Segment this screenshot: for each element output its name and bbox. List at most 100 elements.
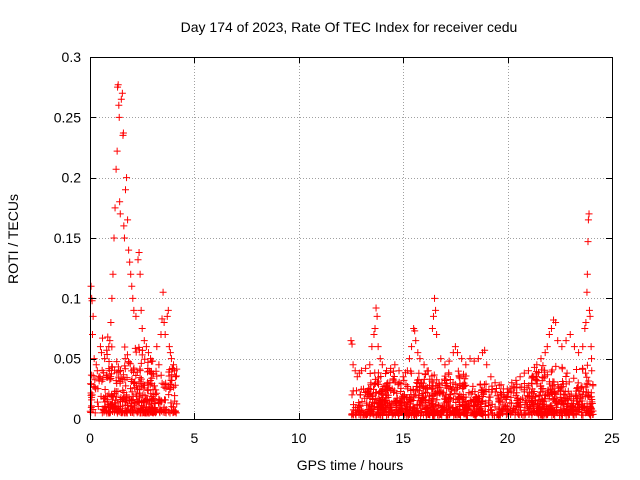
- data-point: [433, 331, 441, 339]
- data-point: [167, 384, 175, 392]
- data-point: [543, 371, 551, 379]
- data-point: [491, 403, 499, 411]
- data-point: [583, 361, 591, 369]
- data-point: [171, 367, 179, 375]
- data-point: [365, 401, 373, 409]
- data-point: [125, 359, 133, 367]
- data-point: [501, 403, 509, 411]
- data-point: [110, 234, 118, 242]
- data-point: [579, 343, 587, 351]
- y-tick-label: 0.25: [54, 109, 81, 125]
- data-point: [533, 377, 541, 385]
- data-point: [149, 357, 157, 365]
- data-point: [164, 306, 172, 314]
- data-point: [163, 312, 171, 320]
- data-point: [427, 403, 435, 411]
- data-point: [575, 386, 583, 394]
- data-point: [371, 325, 379, 332]
- data-point: [488, 382, 496, 390]
- data-point: [358, 406, 366, 414]
- data-point: [146, 381, 154, 389]
- data-point: [581, 325, 589, 332]
- data-point: [379, 407, 387, 415]
- data-point: [367, 381, 375, 389]
- data-point: [428, 372, 436, 380]
- data-point: [358, 398, 366, 406]
- data-point: [144, 386, 152, 394]
- data-point: [477, 399, 485, 407]
- data-point: [547, 389, 555, 397]
- data-point: [575, 401, 583, 409]
- data-point: [388, 385, 396, 393]
- data-point: [443, 382, 451, 390]
- data-point: [127, 270, 135, 278]
- data-point: [432, 306, 440, 314]
- data-point: [135, 378, 143, 386]
- data-point: [101, 385, 109, 393]
- data-point: [520, 379, 528, 387]
- data-point: [426, 392, 434, 400]
- data-point: [165, 343, 173, 351]
- data-point: [153, 389, 161, 397]
- data-point: [364, 388, 372, 396]
- data-point: [435, 381, 443, 389]
- data-point: [582, 318, 590, 326]
- data-point: [509, 383, 517, 391]
- data-point: [497, 405, 505, 413]
- data-point: [396, 401, 404, 409]
- data-point: [148, 370, 156, 378]
- x-tick-label: 0: [86, 430, 94, 446]
- data-point: [429, 402, 437, 410]
- data-point: [495, 381, 503, 389]
- data-point: [143, 386, 151, 394]
- data-point: [120, 222, 128, 230]
- data-point: [134, 256, 142, 264]
- data-point: [585, 210, 593, 218]
- data-point: [563, 369, 571, 377]
- data-point: [348, 391, 356, 399]
- data-point: [171, 381, 179, 389]
- data-point: [155, 395, 163, 403]
- data-point: [587, 343, 595, 351]
- data-point: [352, 387, 360, 395]
- data-point: [442, 376, 450, 384]
- data-point: [94, 385, 102, 393]
- data-points: [86, 81, 597, 419]
- data-point: [445, 393, 453, 401]
- data-point: [97, 349, 105, 357]
- data-point: [429, 385, 437, 393]
- data-point: [132, 390, 140, 398]
- data-point: [558, 363, 566, 371]
- data-point: [128, 282, 136, 290]
- data-point: [550, 396, 558, 404]
- data-point: [485, 393, 493, 401]
- data-point: [357, 367, 365, 375]
- data-point: [353, 373, 361, 381]
- data-point: [481, 402, 489, 410]
- data-point: [455, 402, 463, 410]
- data-point: [586, 402, 594, 410]
- data-point: [516, 373, 524, 381]
- data-point: [415, 376, 423, 384]
- data-point: [172, 372, 180, 380]
- data-point: [115, 113, 123, 121]
- x-tick-label: 20: [500, 430, 516, 446]
- data-point: [583, 288, 591, 296]
- data-point: [519, 394, 527, 402]
- x-tick-label: 25: [604, 430, 620, 446]
- data-point: [476, 381, 484, 389]
- data-point: [539, 388, 547, 396]
- data-point: [419, 396, 427, 404]
- data-point: [578, 402, 586, 410]
- data-point: [95, 374, 103, 382]
- data-point: [451, 343, 459, 351]
- data-point: [113, 409, 121, 417]
- data-point: [377, 397, 385, 405]
- data-point: [171, 408, 179, 416]
- data-point: [143, 395, 151, 403]
- data-point: [479, 398, 487, 406]
- data-point: [395, 367, 403, 375]
- data-point: [561, 388, 569, 396]
- data-point: [577, 395, 585, 403]
